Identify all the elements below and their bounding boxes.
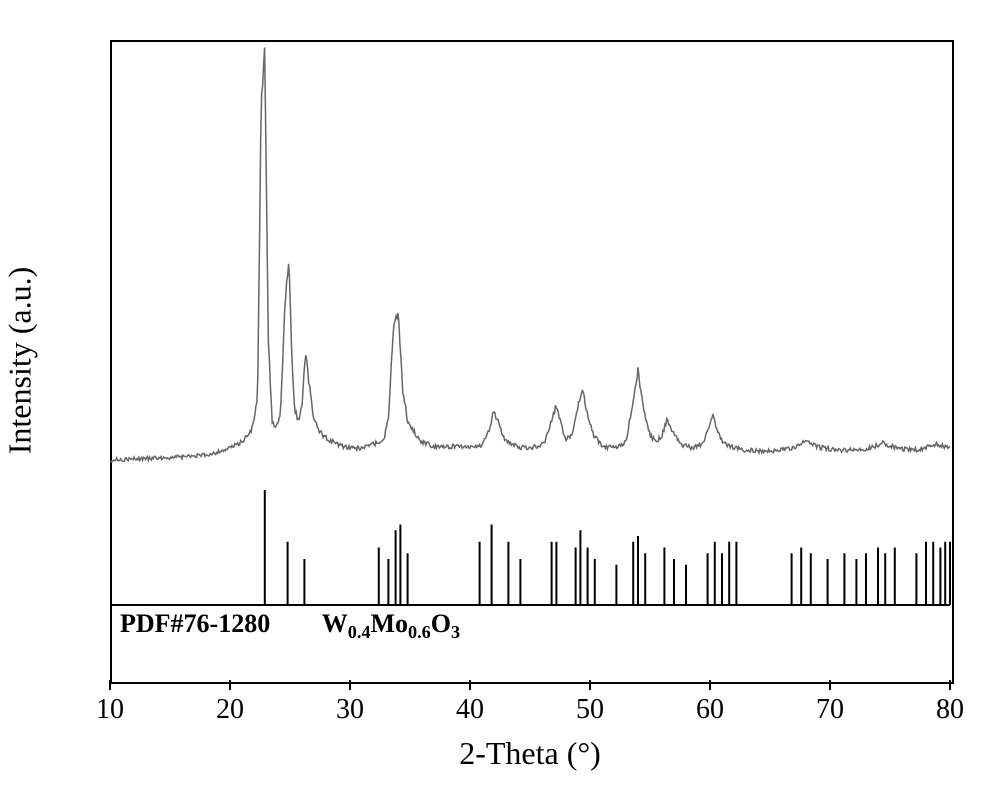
sticks-group: [265, 490, 950, 605]
x-tick-label: 80: [930, 694, 970, 726]
x-tick: [949, 680, 951, 690]
x-tick: [109, 680, 111, 690]
x-tick: [829, 680, 831, 690]
x-tick-label: 10: [90, 694, 130, 726]
formula: W0.4Mo0.6O3: [322, 609, 460, 638]
x-axis-label: 2-Theta (°): [430, 735, 630, 772]
x-tick-label: 30: [330, 694, 370, 726]
x-tick-label: 60: [690, 694, 730, 726]
x-tick-label: 20: [210, 694, 250, 726]
trace-group: [110, 48, 950, 462]
x-tick-label: 40: [450, 694, 490, 726]
x-tick: [709, 680, 711, 690]
y-axis-label: Intensity (a.u.): [2, 261, 39, 461]
plot-svg: [0, 0, 1000, 796]
x-tick-label: 70: [810, 694, 850, 726]
x-tick: [589, 680, 591, 690]
xrd-trace: [110, 48, 950, 462]
reference-label: PDF#76-1280 W0.4Mo0.6O3: [120, 609, 460, 643]
xrd-chart: Intensity (a.u.) 2-Theta (°) 10 20 30 40 50 6…: [0, 0, 1000, 796]
x-tick: [349, 680, 351, 690]
x-tick-label: 50: [570, 694, 610, 726]
pdf-number: PDF#76-1280: [120, 609, 270, 638]
x-tick: [469, 680, 471, 690]
x-tick: [229, 680, 231, 690]
